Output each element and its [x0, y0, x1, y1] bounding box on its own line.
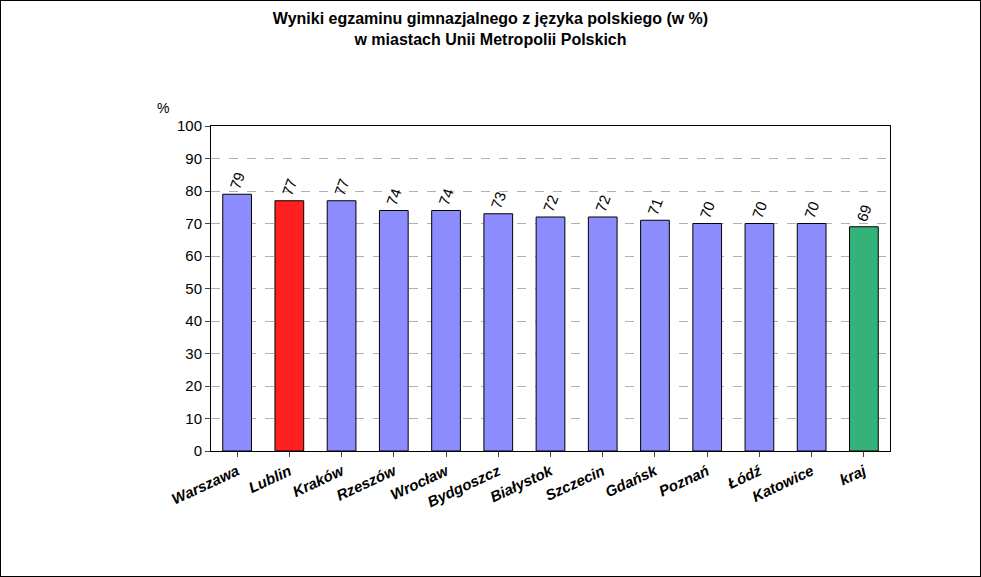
svg-text:Bydgoszcz: Bydgoszcz [425, 461, 504, 510]
svg-text:Lublin: Lublin [246, 462, 294, 496]
svg-text:Katowice: Katowice [749, 462, 816, 505]
svg-text:71: 71 [644, 196, 666, 217]
svg-text:Kraków: Kraków [290, 461, 348, 500]
svg-text:100: 100 [177, 117, 202, 134]
svg-text:70: 70 [801, 199, 823, 220]
svg-text:60: 60 [185, 247, 202, 264]
svg-text:69: 69 [853, 202, 875, 223]
svg-text:30: 30 [185, 345, 202, 362]
svg-text:Poznań: Poznań [656, 462, 712, 500]
svg-text:50: 50 [185, 280, 202, 297]
svg-text:70: 70 [696, 199, 718, 220]
svg-text:Wyniki egzaminu gimnazjalnego: Wyniki egzaminu gimnazjalnego z języka p… [273, 10, 708, 48]
svg-text:0: 0 [194, 442, 202, 459]
svg-text:20: 20 [185, 377, 202, 394]
svg-text:Wrocław: Wrocław [388, 461, 452, 503]
svg-text:Szczecin: Szczecin [543, 462, 608, 504]
svg-text:90: 90 [185, 150, 202, 167]
svg-text:79: 79 [226, 170, 248, 191]
svg-text:70: 70 [185, 215, 202, 232]
svg-text:Białystok: Białystok [487, 461, 555, 505]
svg-text:kraj: kraj [837, 461, 869, 488]
svg-text:74: 74 [435, 186, 457, 207]
svg-text:73: 73 [487, 189, 509, 210]
svg-text:Rzeszów: Rzeszów [334, 461, 400, 504]
svg-text:77: 77 [279, 176, 301, 197]
svg-text:Gdańsk: Gdańsk [602, 461, 660, 500]
svg-text:80: 80 [185, 182, 202, 199]
svg-text:77: 77 [331, 176, 353, 197]
svg-text:10: 10 [185, 410, 202, 427]
svg-text:72: 72 [540, 193, 562, 214]
svg-text:Warszawa: Warszawa [169, 462, 242, 508]
svg-text:%: % [157, 100, 169, 116]
svg-text:Łódź: Łódź [724, 461, 764, 492]
svg-text:40: 40 [185, 312, 202, 329]
svg-text:74: 74 [383, 186, 405, 207]
svg-text:70: 70 [749, 199, 771, 220]
svg-text:72: 72 [592, 193, 614, 214]
